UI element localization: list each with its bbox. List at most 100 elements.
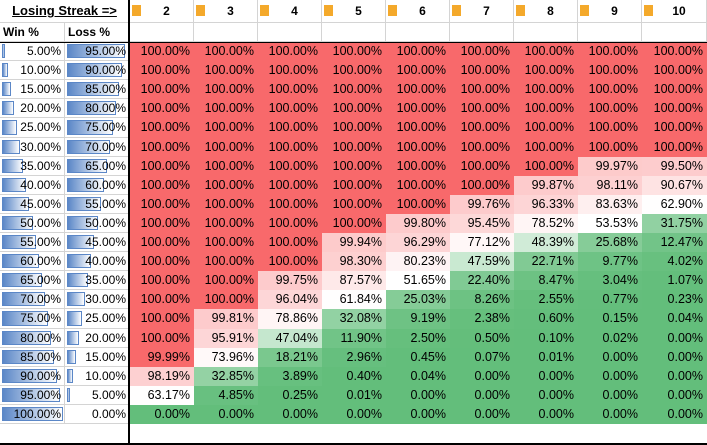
streak-header-3[interactable]: 3 <box>194 0 258 23</box>
empty-cell[interactable] <box>642 23 707 42</box>
streak-probability-cell[interactable]: 100.00% <box>130 290 194 309</box>
streak-probability-cell[interactable]: 96.04% <box>258 290 322 309</box>
empty-cell[interactable] <box>578 23 642 42</box>
win-pct-cell[interactable]: 25.00% <box>0 118 65 138</box>
streak-probability-cell[interactable]: 100.00% <box>322 176 386 195</box>
streak-probability-cell[interactable]: 100.00% <box>258 138 322 157</box>
streak-probability-cell[interactable]: 100.00% <box>514 80 578 99</box>
streak-probability-cell[interactable]: 100.00% <box>450 61 514 80</box>
streak-probability-cell[interactable]: 100.00% <box>642 61 707 80</box>
win-pct-cell[interactable]: 15.00% <box>0 80 65 99</box>
loss-pct-cell[interactable]: 50.00% <box>65 214 130 233</box>
streak-probability-cell[interactable]: 61.84% <box>322 290 386 309</box>
streak-probability-cell[interactable]: 100.00% <box>258 233 322 252</box>
streak-probability-cell[interactable]: 100.00% <box>578 99 642 118</box>
streak-probability-cell[interactable]: 0.23% <box>642 290 707 309</box>
streak-probability-cell[interactable]: 0.00% <box>450 405 514 424</box>
streak-probability-cell[interactable]: 100.00% <box>258 157 322 176</box>
streak-header-4[interactable]: 4 <box>258 0 322 23</box>
streak-probability-cell[interactable]: 100.00% <box>194 214 258 233</box>
loss-pct-cell[interactable]: 60.00% <box>65 176 130 195</box>
streak-probability-cell[interactable]: 0.00% <box>578 386 642 405</box>
streak-header-6[interactable]: 6 <box>386 0 450 23</box>
streak-probability-cell[interactable]: 0.00% <box>514 405 578 424</box>
streak-probability-cell[interactable]: 100.00% <box>194 271 258 290</box>
loss-pct-cell[interactable]: 10.00% <box>65 367 130 386</box>
loss-pct-cell[interactable]: 55.00% <box>65 195 130 214</box>
streak-probability-cell[interactable]: 96.29% <box>386 233 450 252</box>
streak-probability-cell[interactable]: 1.07% <box>642 271 707 290</box>
streak-probability-cell[interactable]: 99.75% <box>258 271 322 290</box>
streak-probability-cell[interactable]: 100.00% <box>130 195 194 214</box>
win-pct-cell[interactable]: 80.00% <box>0 329 65 348</box>
streak-probability-cell[interactable]: 0.00% <box>130 405 194 424</box>
streak-probability-cell[interactable]: 100.00% <box>194 290 258 309</box>
streak-probability-cell[interactable]: 100.00% <box>130 118 194 138</box>
streak-probability-cell[interactable]: 83.63% <box>578 195 642 214</box>
streak-probability-cell[interactable]: 100.00% <box>130 138 194 157</box>
streak-probability-cell[interactable]: 100.00% <box>194 233 258 252</box>
streak-probability-cell[interactable]: 3.04% <box>578 271 642 290</box>
streak-probability-cell[interactable]: 0.15% <box>578 309 642 329</box>
streak-probability-cell[interactable]: 2.55% <box>514 290 578 309</box>
streak-probability-cell[interactable]: 100.00% <box>194 176 258 195</box>
streak-probability-cell[interactable]: 0.00% <box>194 405 258 424</box>
streak-probability-cell[interactable]: 100.00% <box>642 80 707 99</box>
loss-pct-cell[interactable]: 40.00% <box>65 252 130 271</box>
streak-probability-cell[interactable]: 9.19% <box>386 309 450 329</box>
streak-probability-cell[interactable]: 0.00% <box>642 348 707 367</box>
streak-header-8[interactable]: 8 <box>514 0 578 23</box>
streak-probability-cell[interactable]: 100.00% <box>450 42 514 61</box>
win-pct-cell[interactable]: 85.00% <box>0 348 65 367</box>
streak-probability-cell[interactable]: 0.00% <box>450 367 514 386</box>
streak-probability-cell[interactable]: 100.00% <box>130 329 194 348</box>
streak-probability-cell[interactable]: 100.00% <box>450 118 514 138</box>
streak-probability-cell[interactable]: 0.00% <box>450 386 514 405</box>
streak-probability-cell[interactable]: 100.00% <box>194 195 258 214</box>
streak-probability-cell[interactable]: 100.00% <box>514 99 578 118</box>
streak-probability-cell[interactable]: 100.00% <box>642 138 707 157</box>
streak-probability-cell[interactable]: 100.00% <box>130 233 194 252</box>
streak-probability-cell[interactable]: 99.99% <box>130 348 194 367</box>
empty-cell[interactable] <box>322 23 386 42</box>
win-pct-cell[interactable]: 70.00% <box>0 290 65 309</box>
streak-probability-cell[interactable]: 0.00% <box>578 348 642 367</box>
loss-pct-cell[interactable]: 20.00% <box>65 329 130 348</box>
streak-probability-cell[interactable]: 0.25% <box>258 386 322 405</box>
streak-probability-cell[interactable]: 100.00% <box>130 157 194 176</box>
streak-probability-cell[interactable]: 4.02% <box>642 252 707 271</box>
streak-header-2[interactable]: 2 <box>130 0 194 23</box>
streak-probability-cell[interactable]: 100.00% <box>258 195 322 214</box>
streak-probability-cell[interactable]: 99.81% <box>194 309 258 329</box>
streak-probability-cell[interactable]: 100.00% <box>194 118 258 138</box>
streak-probability-cell[interactable]: 22.71% <box>514 252 578 271</box>
streak-probability-cell[interactable]: 0.01% <box>514 348 578 367</box>
win-pct-cell[interactable]: 50.00% <box>0 214 65 233</box>
streak-probability-cell[interactable]: 100.00% <box>386 42 450 61</box>
streak-probability-cell[interactable]: 100.00% <box>578 80 642 99</box>
win-pct-cell[interactable]: 45.00% <box>0 195 65 214</box>
streak-probability-cell[interactable]: 100.00% <box>322 80 386 99</box>
streak-probability-cell[interactable]: 9.77% <box>578 252 642 271</box>
streak-probability-cell[interactable]: 100.00% <box>258 42 322 61</box>
streak-probability-cell[interactable]: 100.00% <box>642 118 707 138</box>
streak-probability-cell[interactable]: 73.96% <box>194 348 258 367</box>
streak-probability-cell[interactable]: 22.40% <box>450 271 514 290</box>
streak-probability-cell[interactable]: 78.86% <box>258 309 322 329</box>
streak-probability-cell[interactable]: 100.00% <box>194 157 258 176</box>
loss-pct-header[interactable]: Loss % <box>65 23 130 42</box>
streak-probability-cell[interactable]: 99.94% <box>322 233 386 252</box>
loss-pct-cell[interactable]: 75.00% <box>65 118 130 138</box>
streak-probability-cell[interactable]: 100.00% <box>258 214 322 233</box>
streak-probability-cell[interactable]: 100.00% <box>578 138 642 157</box>
streak-probability-cell[interactable]: 100.00% <box>130 80 194 99</box>
loss-pct-cell[interactable]: 25.00% <box>65 309 130 329</box>
loss-pct-cell[interactable]: 90.00% <box>65 61 130 80</box>
win-pct-cell[interactable]: 30.00% <box>0 138 65 157</box>
streak-probability-cell[interactable]: 90.67% <box>642 176 707 195</box>
streak-probability-cell[interactable]: 100.00% <box>578 118 642 138</box>
streak-probability-cell[interactable]: 100.00% <box>130 309 194 329</box>
streak-probability-cell[interactable]: 100.00% <box>322 99 386 118</box>
win-pct-cell[interactable]: 55.00% <box>0 233 65 252</box>
streak-probability-cell[interactable]: 0.50% <box>450 329 514 348</box>
